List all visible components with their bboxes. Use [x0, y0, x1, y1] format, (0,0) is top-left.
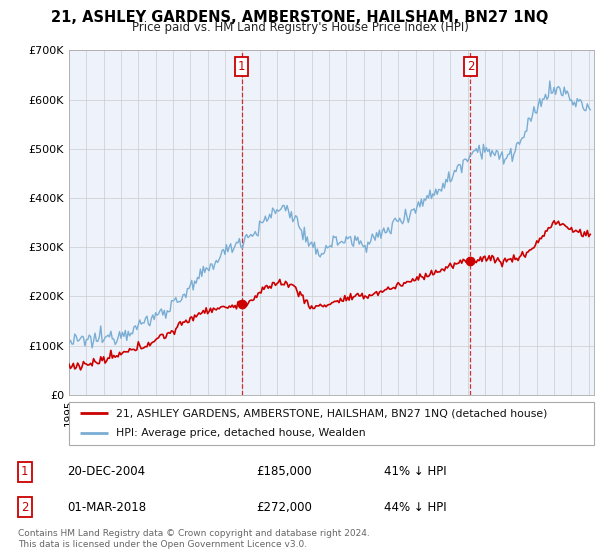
Text: 1: 1: [238, 60, 245, 73]
Text: 21, ASHLEY GARDENS, AMBERSTONE, HAILSHAM, BN27 1NQ (detached house): 21, ASHLEY GARDENS, AMBERSTONE, HAILSHAM…: [116, 408, 548, 418]
Text: 01-MAR-2018: 01-MAR-2018: [67, 501, 146, 514]
Text: 1: 1: [21, 465, 29, 478]
Text: £185,000: £185,000: [256, 465, 312, 478]
Text: 41% ↓ HPI: 41% ↓ HPI: [385, 465, 447, 478]
Text: 2: 2: [467, 60, 474, 73]
Text: Price paid vs. HM Land Registry's House Price Index (HPI): Price paid vs. HM Land Registry's House …: [131, 21, 469, 34]
Text: 21, ASHLEY GARDENS, AMBERSTONE, HAILSHAM, BN27 1NQ: 21, ASHLEY GARDENS, AMBERSTONE, HAILSHAM…: [52, 10, 548, 25]
FancyBboxPatch shape: [69, 402, 594, 445]
Text: Contains HM Land Registry data © Crown copyright and database right 2024.
This d: Contains HM Land Registry data © Crown c…: [18, 529, 370, 549]
Text: £272,000: £272,000: [256, 501, 313, 514]
Text: 20-DEC-2004: 20-DEC-2004: [67, 465, 145, 478]
Text: HPI: Average price, detached house, Wealden: HPI: Average price, detached house, Weal…: [116, 428, 366, 438]
Text: 2: 2: [21, 501, 29, 514]
Text: 44% ↓ HPI: 44% ↓ HPI: [385, 501, 447, 514]
